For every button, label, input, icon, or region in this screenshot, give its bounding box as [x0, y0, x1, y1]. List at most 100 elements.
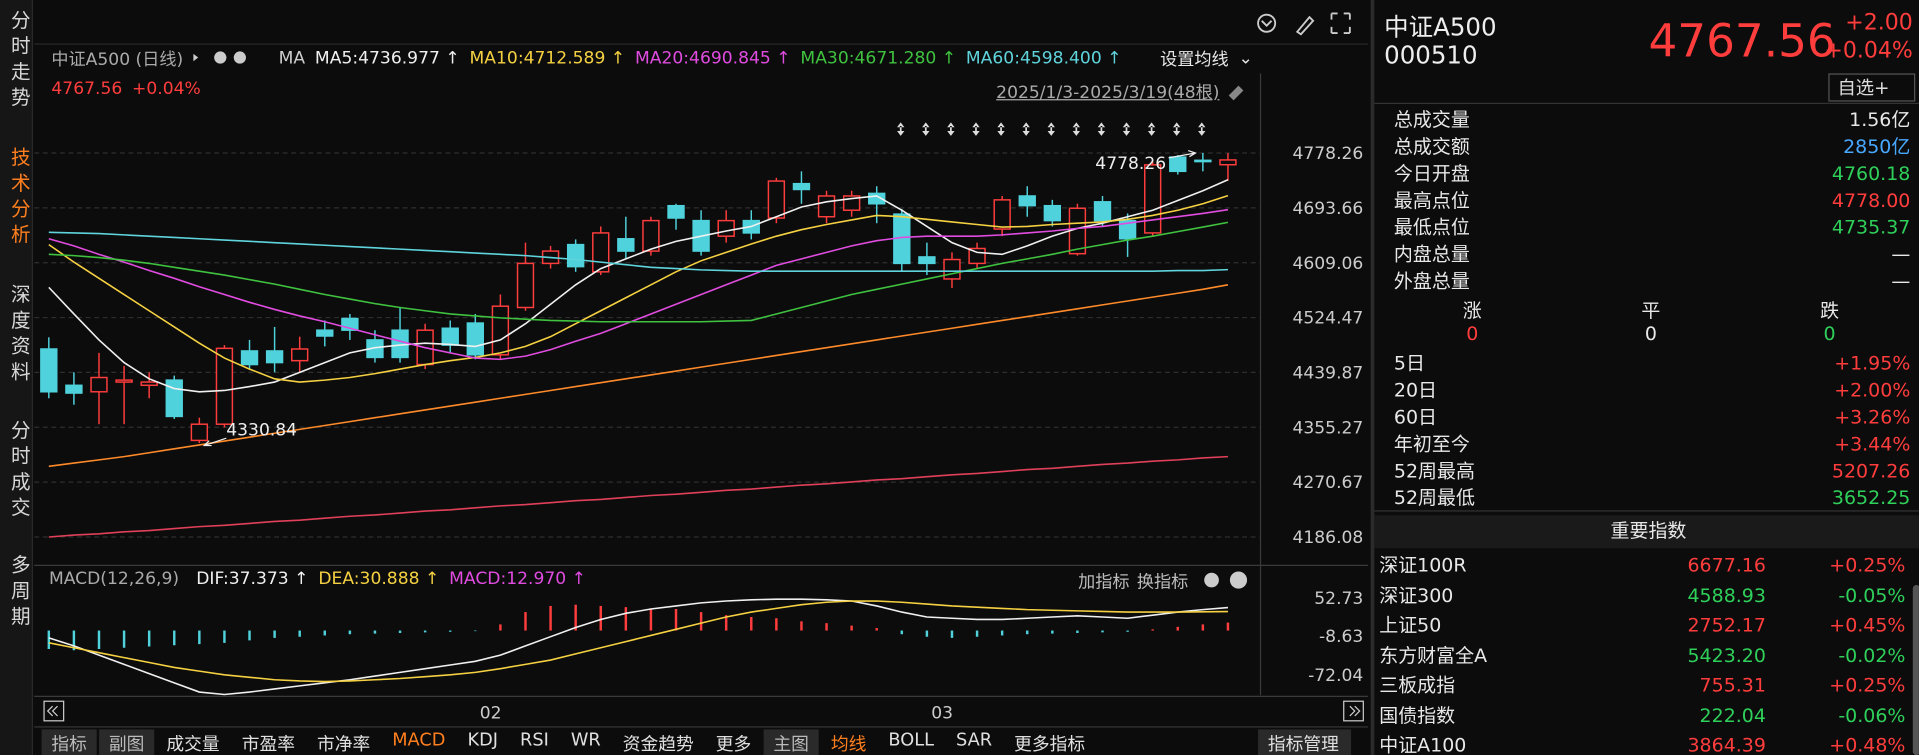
candle-body [1219, 159, 1237, 166]
index-row[interactable]: 中证A100 3864.39 +0.48% [1374, 731, 1919, 755]
watchlist-button[interactable]: 自选+ [1828, 73, 1916, 102]
index-row[interactable]: 国债指数 222.04 -0.06% [1374, 701, 1919, 730]
side-nav: 分时走势技术分析深度资料分时成交多周期 [0, 0, 34, 755]
index-name: 上证50 [1379, 614, 1442, 637]
legend-value: 4736.977 [358, 49, 460, 69]
ma-settings-label[interactable]: 设置均线 [1160, 50, 1229, 70]
bottom-tab[interactable]: 成交量 [166, 735, 220, 755]
candle-body [1194, 159, 1212, 163]
ma-line [48, 231, 1228, 272]
candle-body [1093, 201, 1112, 222]
stat-label: 总成交额 [1393, 135, 1470, 158]
perf-value: 5207.26 [1831, 460, 1911, 483]
index-row[interactable]: 深证300 4588.93 -0.05% [1374, 581, 1919, 610]
arrow-icon [1173, 122, 1181, 136]
perf-row: 60日 +3.26% [1394, 404, 1910, 431]
candle-body [943, 258, 961, 280]
legend-name: MA5 [315, 49, 358, 69]
x-tick-label: 03 [931, 703, 953, 723]
stat-row: 外盘总量 — [1394, 268, 1910, 295]
quote-price: 4767.56 [1648, 14, 1836, 68]
scroll-buttons[interactable] [43, 700, 1364, 722]
breadth-value: 0 [1823, 323, 1836, 346]
arrow-icon [1147, 122, 1156, 136]
bottom-tab[interactable]: SAR [955, 730, 993, 751]
bottom-tab[interactable]: 更多 [715, 735, 752, 755]
y-tick-label: 4186.08 [1292, 528, 1363, 548]
macd-line [48, 598, 1229, 696]
breadth-value: 0 [1644, 323, 1657, 346]
arrow-icon [1097, 122, 1106, 136]
candle-body [40, 348, 58, 393]
bottom-tab[interactable]: 主图 [763, 729, 819, 755]
candle-body [993, 199, 1011, 230]
bottom-tab[interactable]: 均线 [830, 735, 867, 755]
bottom-tab[interactable]: MACD [392, 730, 446, 751]
stat-label: 总成交量 [1393, 108, 1470, 131]
add-indicator[interactable]: 加指标 [1078, 572, 1130, 593]
perf-row: 20日 +2.00% [1394, 377, 1910, 404]
candle-body [617, 238, 635, 252]
bottom-tab[interactable]: WR [570, 730, 601, 751]
pin-icon[interactable] [1223, 85, 1244, 101]
bottom-tab[interactable]: RSI [520, 730, 549, 751]
index-row[interactable]: 深证100R 6677.16 +0.25% [1374, 551, 1919, 580]
bottom-tab[interactable]: 市净率 [316, 735, 371, 755]
nav-item[interactable]: 深度资料 [7, 283, 31, 387]
stat-row: 最低点位 4735.37 [1394, 214, 1910, 241]
legend-name: DIF [196, 569, 229, 589]
candle-body [717, 219, 735, 237]
bottom-tab[interactable]: 指标 [41, 729, 97, 755]
index-row[interactable]: 上证50 2752.17 +0.45% [1374, 611, 1919, 640]
legend-entry: MA604598.400 [966, 49, 1122, 69]
ma-line [48, 221, 1229, 323]
legend-icons[interactable] [193, 51, 246, 64]
macd-line [48, 600, 1228, 683]
toolbar-icons[interactable] [1257, 12, 1351, 36]
candle-body [1018, 195, 1036, 207]
nav-item[interactable]: 分时成交 [7, 419, 31, 523]
stat-label: 今日开盘 [1393, 162, 1470, 185]
switch-indicator[interactable]: 换指标 [1136, 572, 1189, 593]
scrollbar[interactable] [1912, 584, 1919, 755]
chart: 4778.26 4693.66 4609.06 4524.47 4439.87 4355.… [34, 12, 1369, 728]
perf-row: 5日 +1.95% [1394, 350, 1910, 377]
index-pct: +0.25% [1829, 674, 1906, 697]
bottom-tab[interactable]: 更多指标 [1014, 735, 1086, 755]
panel-icons[interactable] [1204, 571, 1248, 589]
nav-item[interactable]: 多周期 [7, 554, 31, 632]
legend-entry: MA104712.589 [469, 49, 625, 69]
bottom-tab[interactable]: 指标管理 [1258, 729, 1352, 755]
index-row[interactable]: 三板成指 755.31 +0.25% [1374, 671, 1919, 700]
bottom-tab[interactable]: KDJ [467, 730, 498, 751]
candle-body [90, 376, 108, 393]
arrow-icon [922, 122, 930, 136]
bottom-tab[interactable]: BOLL [888, 730, 934, 751]
candle-body [391, 329, 409, 359]
max-label: 4778.26 [1095, 154, 1166, 174]
legend-value: 30.888 [360, 569, 440, 589]
bottom-tab[interactable]: 副图 [99, 729, 155, 755]
arrow-icon [1047, 122, 1055, 136]
quote-code: 000510 [1384, 40, 1478, 70]
perf-label: 年初至今 [1393, 433, 1470, 456]
breadth-label: 涨 [1462, 299, 1482, 322]
y-tick-label: 52.73 [1314, 589, 1363, 609]
legend-name: MA20 [635, 49, 689, 69]
candle-body [868, 192, 886, 205]
candle-body [190, 423, 209, 442]
candle-body [466, 322, 485, 356]
index-row[interactable]: 东方财富全A 5423.20 -0.02% [1374, 641, 1919, 670]
candle-body [265, 350, 284, 364]
ma-settings[interactable]: 设置均线 ⌄ [1160, 47, 1253, 71]
bottom-tab[interactable]: 市盈率 [241, 735, 295, 755]
candle-body [767, 180, 786, 219]
signal-arrows [897, 122, 1206, 136]
arrow-icon [947, 122, 955, 136]
bottom-tab[interactable]: 资金趋势 [622, 735, 694, 755]
nav-item[interactable]: 分时走势 [7, 9, 31, 113]
y-tick-label: 4270.67 [1292, 473, 1363, 493]
nav-item[interactable]: 技术分析 [7, 146, 31, 250]
index-price: 222.04 [1699, 704, 1766, 727]
perf-value: +2.00% [1834, 379, 1911, 402]
